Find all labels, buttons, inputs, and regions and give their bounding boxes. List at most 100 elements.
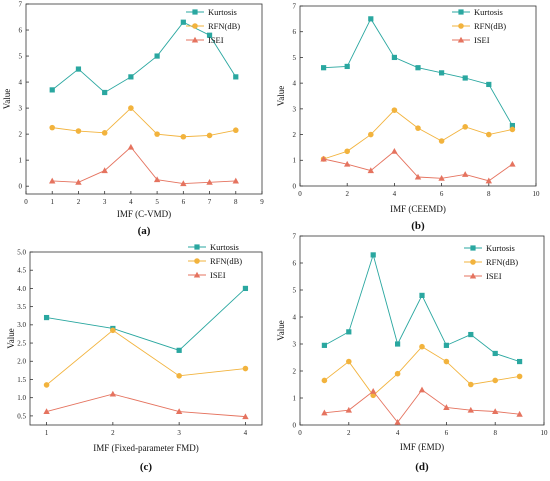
legend-label: RFN(dB) bbox=[474, 21, 506, 31]
data-point bbox=[49, 178, 55, 184]
legend-marker bbox=[470, 259, 476, 265]
data-point bbox=[322, 378, 328, 384]
data-point bbox=[462, 124, 468, 130]
panel-label: (a) bbox=[138, 225, 151, 237]
data-point bbox=[439, 138, 445, 144]
x-tick-label: 8 bbox=[234, 198, 238, 206]
y-tick-label: 5.0 bbox=[17, 248, 26, 256]
y-tick-label: 5 bbox=[293, 286, 297, 294]
x-tick-label: 4 bbox=[396, 429, 400, 437]
y-tick-label: 5 bbox=[293, 54, 297, 62]
y-tick-label: 4 bbox=[19, 78, 23, 86]
y-tick-label: 2.5 bbox=[17, 339, 26, 347]
x-axis-label: IMF (Fixed-parameter FMD) bbox=[93, 443, 198, 453]
y-tick-label: 3 bbox=[19, 105, 23, 113]
x-tick-label: 8 bbox=[493, 429, 497, 437]
data-point bbox=[102, 90, 107, 95]
y-tick-label: 1 bbox=[19, 157, 23, 165]
plot-frame bbox=[30, 252, 262, 425]
x-tick-label: 2 bbox=[345, 190, 349, 198]
data-point bbox=[128, 144, 134, 150]
legend-label: ISEI bbox=[208, 35, 224, 45]
data-point bbox=[76, 66, 81, 71]
data-point bbox=[44, 382, 50, 388]
legend: Kurtosis RFN(dB) ISEI bbox=[188, 242, 242, 280]
data-point bbox=[243, 366, 249, 372]
y-axis-label: Value bbox=[276, 86, 286, 107]
data-point bbox=[207, 133, 213, 139]
data-point bbox=[346, 407, 352, 413]
legend-marker bbox=[470, 245, 475, 250]
data-point bbox=[177, 348, 182, 353]
legend-label: Kurtosis bbox=[210, 242, 239, 252]
panel-label: (b) bbox=[411, 220, 425, 232]
data-point bbox=[322, 343, 327, 348]
y-tick-label: 2 bbox=[19, 131, 23, 139]
y-tick-label: 6 bbox=[19, 26, 23, 34]
data-point bbox=[154, 131, 160, 137]
y-axis-label: Value bbox=[2, 89, 12, 110]
x-tick-label: 1 bbox=[50, 198, 54, 206]
y-tick-label: 3 bbox=[293, 105, 297, 113]
y-tick-label: 0.5 bbox=[17, 412, 26, 420]
y-tick-label: 3.0 bbox=[17, 321, 26, 329]
data-point bbox=[486, 132, 492, 138]
data-point bbox=[128, 105, 134, 111]
x-tick-label: 10 bbox=[533, 190, 541, 198]
x-tick-label: 6 bbox=[182, 198, 186, 206]
y-tick-label: 1 bbox=[293, 394, 297, 402]
data-point bbox=[176, 373, 182, 379]
data-point bbox=[321, 65, 326, 70]
legend-marker bbox=[458, 9, 463, 14]
data-point bbox=[492, 378, 498, 384]
data-point bbox=[415, 125, 421, 131]
chart-panel-1: 0 1 2 3 4 5 6 7 8 9 0 1 2 3 4 5 6 7 IMF (C-VMD) Value (a) Kur… bbox=[2, 0, 264, 237]
data-point bbox=[233, 178, 239, 184]
legend-label: RFN(dB) bbox=[208, 21, 240, 31]
data-point bbox=[419, 387, 425, 393]
data-point bbox=[128, 74, 133, 79]
data-point bbox=[517, 374, 523, 380]
data-point bbox=[233, 127, 239, 133]
y-axis-label: Value bbox=[6, 328, 16, 349]
legend-label: ISEI bbox=[210, 270, 226, 280]
data-point bbox=[415, 65, 420, 70]
y-tick-label: 3 bbox=[293, 340, 297, 348]
data-point bbox=[76, 128, 82, 134]
data-point bbox=[444, 359, 450, 365]
series-line bbox=[324, 390, 519, 422]
y-tick-label: 6 bbox=[293, 28, 297, 36]
series-line bbox=[324, 110, 513, 159]
series-line bbox=[47, 288, 246, 350]
legend-label: ISEI bbox=[486, 271, 502, 281]
y-axis-label: Value bbox=[276, 320, 286, 341]
data-point bbox=[110, 328, 116, 334]
data-point bbox=[49, 125, 55, 131]
data-point bbox=[233, 74, 238, 79]
y-tick-label: 7 bbox=[19, 0, 23, 8]
data-point bbox=[344, 148, 350, 154]
data-point bbox=[517, 359, 522, 364]
x-axis-label: IMF (CEEMD) bbox=[390, 204, 446, 214]
y-tick-label: 2.0 bbox=[17, 358, 26, 366]
data-point bbox=[345, 64, 350, 69]
y-tick-label: 6 bbox=[293, 259, 297, 267]
data-point bbox=[395, 371, 401, 377]
data-point bbox=[392, 55, 397, 60]
legend-marker bbox=[194, 258, 200, 264]
legend-marker bbox=[192, 23, 198, 29]
data-point bbox=[44, 315, 49, 320]
x-tick-label: 2 bbox=[111, 429, 115, 437]
legend-label: ISEI bbox=[474, 35, 490, 45]
x-tick-label: 7 bbox=[208, 198, 212, 206]
chart-panel-4: 0 2 4 6 8 10 0 1 2 3 4 5 6 7 IMF (EMD) Value (d) Kurtosis… bbox=[276, 232, 548, 473]
x-tick-label: 2 bbox=[347, 429, 351, 437]
data-point bbox=[371, 252, 376, 257]
y-tick-label: 0 bbox=[293, 421, 297, 429]
legend: Kurtosis RFN(dB) ISEI bbox=[452, 7, 506, 45]
x-tick-label: 6 bbox=[440, 190, 444, 198]
y-tick-label: 7 bbox=[293, 232, 297, 240]
x-tick-label: 4 bbox=[129, 198, 133, 206]
